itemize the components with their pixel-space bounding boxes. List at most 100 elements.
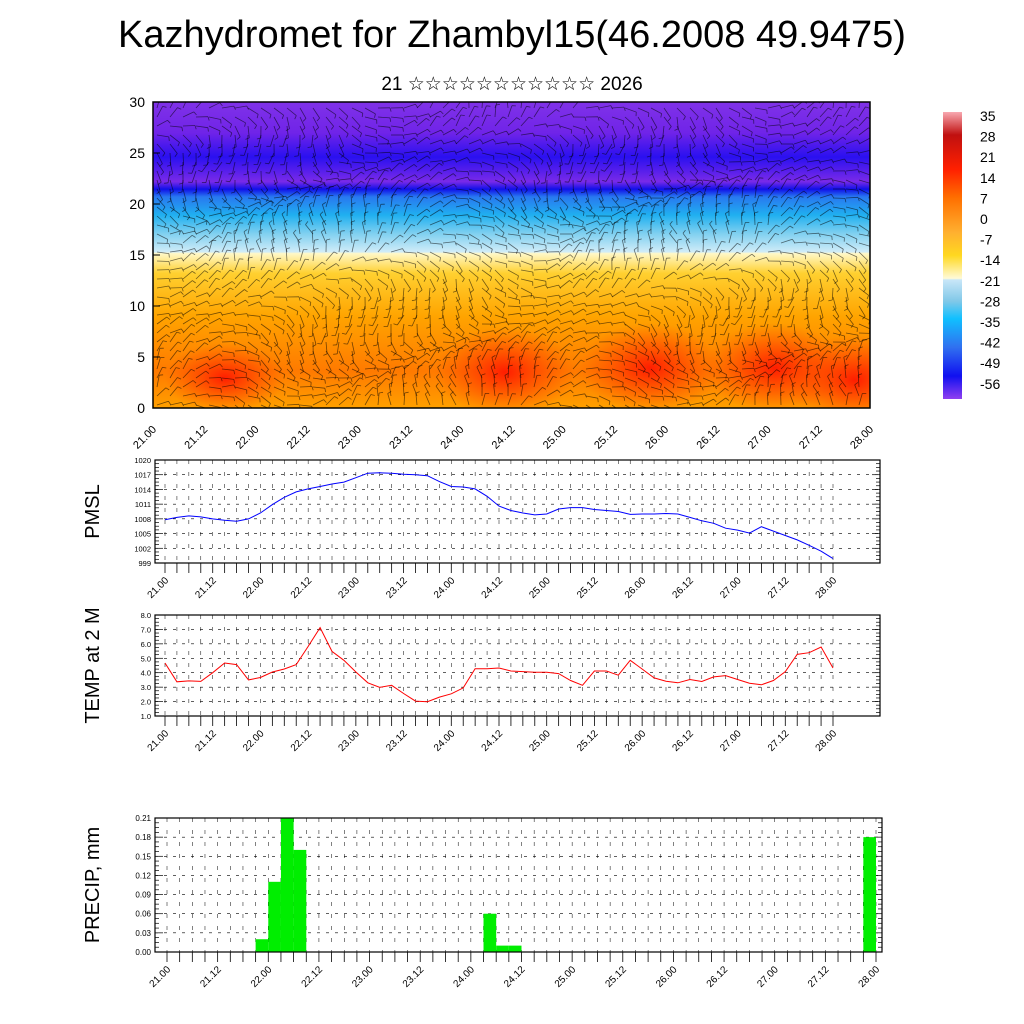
wind-barb	[351, 377, 361, 388]
wind-barb	[611, 290, 623, 298]
wind-barb-feather	[178, 360, 183, 363]
wind-barb	[376, 332, 379, 346]
wind-barb-feather	[298, 220, 302, 223]
wind-barb	[208, 303, 221, 307]
wind-barb	[221, 116, 232, 125]
wind-barb-feather	[571, 233, 574, 238]
wind-barb-feather	[676, 362, 680, 365]
wind-barb-feather	[728, 202, 733, 205]
wind-barb	[832, 269, 838, 282]
wind-barb	[299, 258, 306, 271]
wind-barb	[299, 185, 312, 190]
wind-barb	[845, 161, 858, 165]
wind-barb-feather	[282, 330, 285, 335]
wind-barb	[663, 341, 672, 352]
wind-barb-feather	[569, 334, 574, 339]
wind-barb	[572, 369, 583, 379]
wind-barb-feather	[831, 243, 834, 248]
wind-barb	[689, 190, 701, 199]
wind-barb-feather	[805, 241, 808, 246]
wind-barb-feather	[204, 279, 209, 283]
wind-barb	[738, 296, 743, 309]
wind-barb	[273, 198, 284, 208]
wind-barb-feather	[660, 220, 665, 223]
wind-barb	[624, 179, 632, 191]
wind-barb-feather	[427, 229, 431, 233]
wind-barb	[637, 125, 642, 138]
wind-barb	[701, 194, 704, 208]
wind-barb-feather	[360, 180, 365, 184]
wind-barb-feather	[721, 134, 725, 139]
wind-barb	[624, 213, 628, 226]
wind-barb	[676, 161, 684, 173]
wind-barb-feather	[647, 383, 649, 388]
wind-barb-feather	[452, 199, 457, 203]
wind-barb-feather	[719, 324, 724, 326]
wind-barb	[533, 387, 543, 397]
wind-barb	[156, 260, 170, 262]
wind-barb	[182, 302, 195, 307]
wind-barb-feather	[578, 249, 583, 252]
wind-barb	[442, 102, 450, 109]
y-tick-label: 25	[129, 145, 145, 161]
wind-barb	[336, 341, 340, 354]
wind-barb	[308, 204, 314, 217]
wind-barb-feather	[844, 223, 847, 228]
wind-barb	[780, 287, 785, 300]
wind-barb-feather	[466, 157, 470, 161]
wind-barb	[637, 323, 650, 329]
wind-barb	[273, 116, 281, 128]
wind-barb-feather	[712, 229, 717, 232]
wind-barb-feather	[674, 410, 675, 414]
wind-barb	[754, 231, 759, 244]
wind-barb	[611, 341, 624, 347]
wind-barb	[663, 170, 671, 182]
wind-barb-feather	[502, 232, 505, 237]
wind-barb-feather	[685, 344, 690, 347]
wind-barb	[351, 171, 362, 181]
wind-barb-feather	[205, 235, 209, 239]
wind-barb	[494, 393, 500, 406]
wind-barb	[738, 323, 743, 336]
wind-barb	[598, 179, 602, 192]
wind-barb-feather	[433, 343, 437, 347]
wind-barb	[312, 399, 324, 406]
wind-barb-feather	[412, 189, 417, 193]
wind-barb-feather	[415, 132, 418, 137]
wind-barb-feather	[674, 128, 679, 131]
wind-barb	[624, 395, 636, 403]
wind-barb	[582, 143, 587, 156]
wind-barb-feather	[324, 393, 327, 398]
wind-barb-feather	[831, 364, 836, 367]
wind-barb-feather	[605, 277, 610, 280]
wind-barb-feather	[544, 327, 548, 331]
wind-barb-feather	[541, 214, 544, 219]
wind-barb-feather	[271, 410, 272, 414]
wind-barb	[715, 262, 727, 271]
wind-barb-feather	[467, 198, 470, 203]
y-tick-label: 0.15	[135, 852, 151, 861]
wind-barb	[637, 205, 644, 217]
wind-barb	[364, 116, 377, 121]
wind-barb-feather	[519, 313, 522, 318]
wind-barb-feather	[635, 411, 636, 415]
wind-barb	[428, 296, 431, 309]
wind-barb-feather	[282, 198, 287, 202]
wind-barb-feather	[254, 125, 257, 130]
wind-barb-feather	[333, 251, 338, 254]
wind-barb-feather	[714, 385, 717, 390]
wind-barb	[559, 102, 564, 109]
wind-barb	[650, 204, 656, 217]
wind-barb	[377, 370, 389, 379]
wind-barb-feather	[818, 290, 823, 293]
wind-barb	[234, 270, 244, 280]
wind-barb	[611, 301, 624, 307]
wind-barb-feather	[368, 298, 372, 302]
wind-barb	[725, 213, 730, 226]
wind-barb-feather	[206, 317, 210, 321]
wind-barb	[208, 363, 221, 370]
wind-barb-feather	[558, 164, 563, 167]
wind-barb	[455, 114, 462, 127]
wind-barb	[325, 251, 335, 262]
wind-barb	[156, 152, 163, 164]
